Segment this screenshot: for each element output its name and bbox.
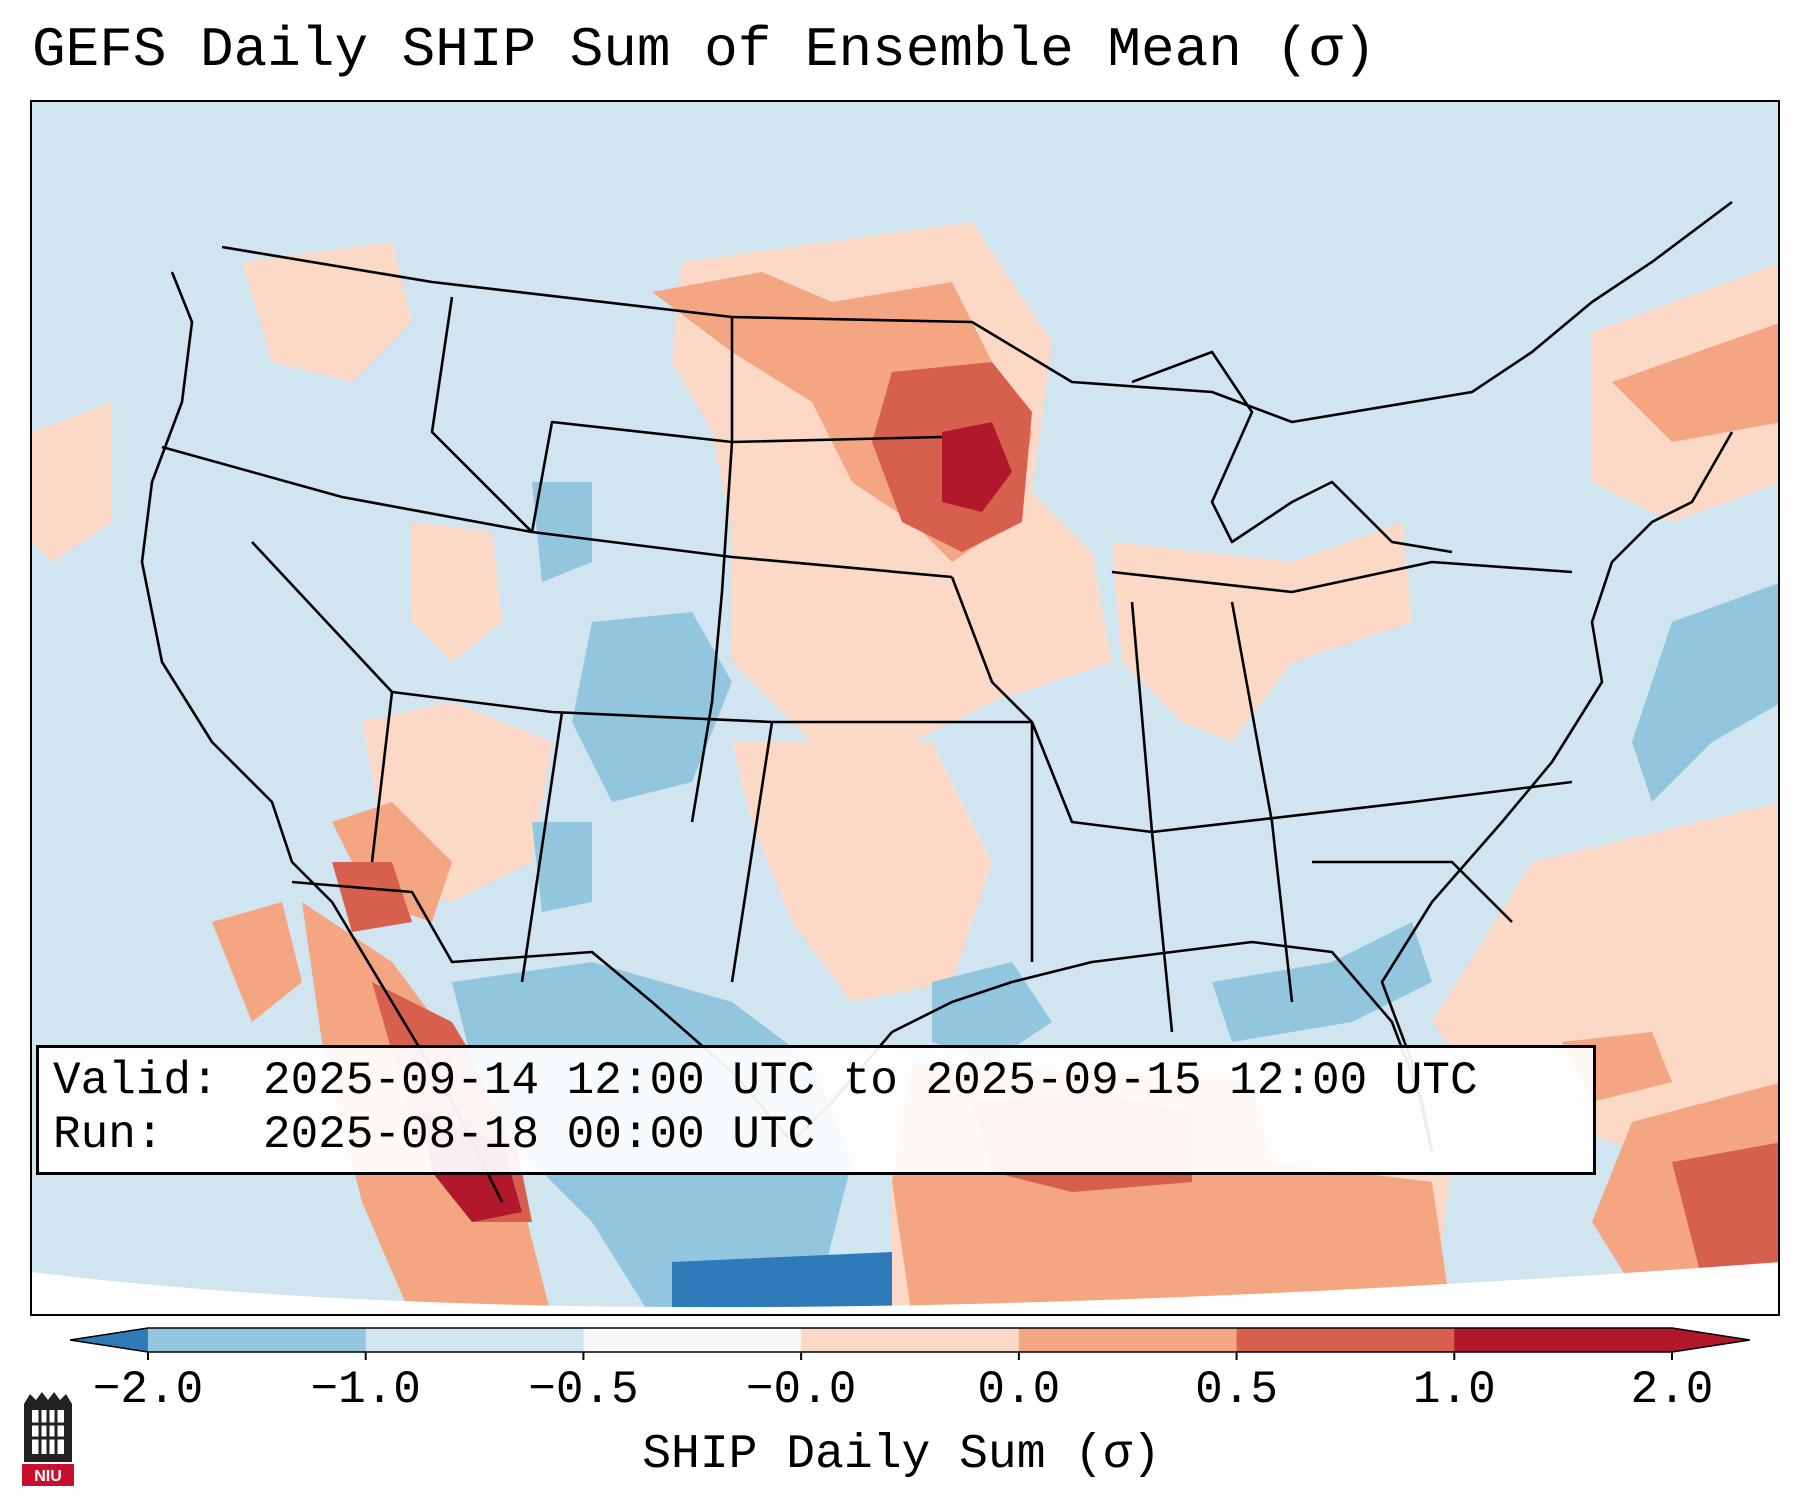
colorbar	[70, 1327, 1750, 1360]
anomaly-patch	[672, 1252, 892, 1314]
anomaly-patch	[412, 522, 502, 662]
anomaly-patch	[32, 402, 112, 562]
colorbar-extend-low	[70, 1328, 148, 1352]
anomaly-patch	[532, 482, 592, 582]
east-coast	[1380, 431, 1734, 1153]
anomaly-patch	[242, 242, 412, 382]
state-line	[1111, 560, 1573, 594]
anomaly-patch	[1632, 583, 1778, 802]
colorbar-tick-label: 0.0	[977, 1364, 1061, 1416]
colorbar-tick-label: −0.0	[745, 1364, 857, 1416]
chart-title: GEFS Daily SHIP Sum of Ensemble Mean (σ)	[32, 18, 1377, 82]
state-line	[1130, 601, 1174, 1033]
colorbar-tick-label: 2.0	[1630, 1364, 1714, 1416]
colorbar-tick-label: 0.5	[1195, 1364, 1278, 1416]
state-line	[690, 317, 734, 823]
colorbar-ticks	[147, 1352, 1673, 1360]
state-line	[251, 541, 394, 863]
colorbar-segment	[1236, 1328, 1455, 1352]
state-line	[730, 721, 774, 983]
colorbar-extend-high	[1672, 1328, 1750, 1352]
state-line	[1230, 601, 1294, 1003]
colorbar-tick-label: −0.5	[528, 1364, 639, 1416]
colorbar-segments	[70, 1327, 1750, 1353]
great-lakes	[1131, 350, 1453, 554]
domain-edge	[32, 1262, 1778, 1314]
state-line	[430, 296, 533, 533]
anomaly-patch	[572, 612, 732, 802]
colorbar-segment	[801, 1328, 1020, 1352]
run-label: Run:	[53, 1109, 164, 1161]
us-coastline-west	[140, 271, 504, 1203]
boundaries	[140, 200, 1734, 1203]
colorbar-label: SHIP Daily Sum (σ)	[642, 1428, 1161, 1482]
anomaly-patch	[732, 742, 992, 1002]
colorbar-tick-label: −1.0	[310, 1364, 421, 1416]
colorbar-segment	[365, 1328, 584, 1352]
valid-label: Valid:	[53, 1055, 219, 1107]
colorbar-segment	[1454, 1328, 1673, 1352]
colorbar-segment	[148, 1328, 367, 1352]
niu-logo: NIU	[20, 1390, 76, 1495]
state-line	[520, 711, 564, 983]
state-line	[1312, 860, 1513, 923]
valid-value: 2025-09-14 12:00 UTC to 2025-09-15 12:00…	[263, 1055, 1478, 1107]
logo-text: NIU	[34, 1468, 62, 1485]
anomaly-patch	[1112, 522, 1412, 742]
info-box: Valid: 2025-09-14 12:00 UTC to 2025-09-15…	[36, 1045, 1596, 1175]
colorbar-tick-label: −2.0	[92, 1364, 204, 1416]
anomaly-patch	[332, 862, 412, 932]
anomaly-patch	[212, 902, 302, 1022]
anomaly-patch	[932, 962, 1052, 1062]
anomaly-patch	[942, 422, 1012, 512]
colorbar-segment	[1018, 1328, 1238, 1352]
state-line	[391, 690, 1032, 724]
state-line	[530, 420, 943, 533]
colorbar-tick-label: 1.0	[1412, 1364, 1496, 1416]
state-line	[950, 576, 1573, 834]
anomaly-patch	[1212, 922, 1432, 1042]
run-value: 2025-08-18 00:00 UTC	[263, 1109, 816, 1161]
anomaly-patch	[532, 822, 592, 912]
anomaly-patch	[1612, 323, 1778, 442]
colorbar-segment	[583, 1328, 802, 1352]
